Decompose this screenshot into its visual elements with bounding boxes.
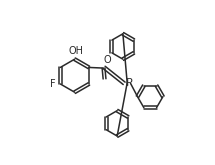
Text: P: P xyxy=(126,78,132,88)
Text: O: O xyxy=(103,55,111,65)
Text: F: F xyxy=(50,79,55,89)
Text: OH: OH xyxy=(68,46,83,56)
